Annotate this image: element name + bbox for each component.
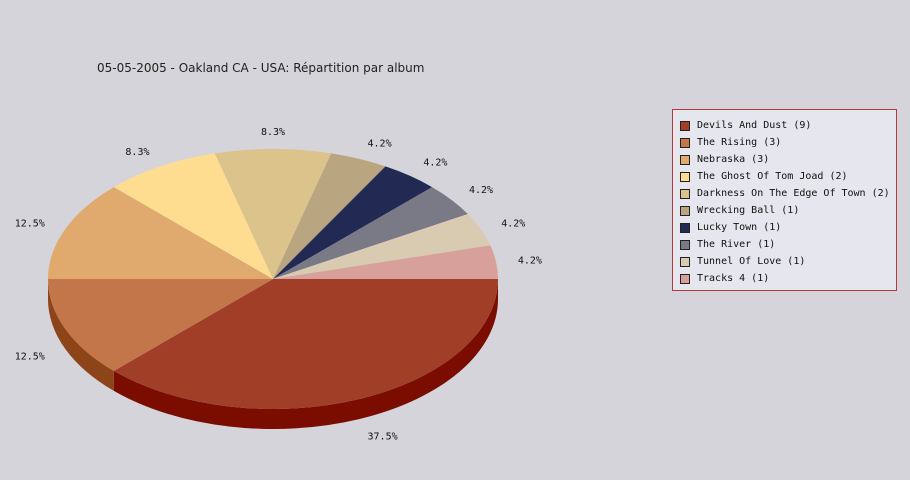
legend: Devils And Dust (9) The Rising (3) Nebrask…	[672, 109, 897, 291]
legend-swatch	[680, 256, 690, 267]
legend-swatch	[680, 222, 690, 233]
pie-label-tracks-4: 4.2%	[518, 256, 542, 267]
pie-slice-lucky-town	[273, 166, 433, 279]
legend-label: The Rising (3)	[697, 137, 782, 148]
legend-swatch	[680, 273, 690, 284]
legend-item-wrecking-ball: Wrecking Ball (1)	[680, 202, 896, 219]
legend-swatch	[680, 120, 690, 131]
legend-label: The River (1)	[697, 239, 776, 250]
pie-side-the-rising	[48, 279, 114, 391]
legend-swatch	[680, 137, 690, 148]
legend-swatch	[680, 188, 690, 199]
legend-label: Devils And Dust (9)	[697, 120, 812, 131]
legend-item-lucky-town: Lucky Town (1)	[680, 219, 896, 236]
pie-side-devils-and-dust	[113, 279, 498, 430]
pie-label-lucky-town: 4.2%	[423, 158, 447, 169]
legend-item-the-rising: The Rising (3)	[680, 134, 896, 151]
legend-swatch	[680, 171, 690, 182]
legend-label: Tracks 4 (1)	[697, 273, 770, 284]
legend-item-tracks-4: Tracks 4 (1)	[680, 270, 896, 287]
pie-labels: 37.5% 12.5% 12.5% 8.3% 8.3% 4.2% 4.2% 4.2% 4.2% 4…	[15, 127, 542, 443]
pie-label-the-ghost-of-tom-joad: 8.3%	[125, 147, 149, 158]
pie-sides	[48, 279, 498, 430]
pie-label-the-river: 4.2%	[469, 185, 493, 196]
legend-item-the-ghost-of-tom-joad: The Ghost Of Tom Joad (2)	[680, 168, 896, 185]
legend-swatch	[680, 239, 690, 250]
legend-item-the-river: The River (1)	[680, 236, 896, 253]
legend-item-tunnel-of-love: Tunnel Of Love (1)	[680, 253, 896, 270]
legend-swatch	[680, 205, 690, 216]
pie-slice-nebraska	[48, 187, 273, 279]
legend-label: Wrecking Ball (1)	[697, 205, 800, 216]
pie-slice-devils-and-dust	[113, 279, 498, 410]
pie-top	[48, 149, 498, 410]
legend-item-devils-and-dust: Devils And Dust (9)	[680, 117, 896, 134]
legend-label: The Ghost Of Tom Joad (2)	[697, 171, 848, 182]
pie-label-the-rising: 12.5%	[15, 352, 45, 363]
pie-slice-the-river	[273, 187, 468, 279]
legend-label: Nebraska (3)	[697, 154, 770, 165]
legend-label: Tunnel Of Love (1)	[697, 256, 806, 267]
legend-item-darkness-on-the-edge-of-town: Darkness On The Edge Of Town (2)	[680, 185, 896, 202]
legend-swatch	[680, 154, 690, 165]
pie-slice-the-rising	[48, 279, 273, 371]
pie-slice-wrecking-ball	[273, 153, 386, 279]
pie-slice-tunnel-of-love	[273, 214, 491, 279]
pie-label-wrecking-ball: 4.2%	[368, 138, 392, 149]
pie-label-darkness-on-the-edge-of-town: 8.3%	[261, 127, 285, 138]
legend-label: Lucky Town (1)	[697, 222, 782, 233]
pie-label-devils-and-dust: 37.5%	[368, 432, 398, 443]
legend-label: Darkness On The Edge Of Town (2)	[697, 188, 890, 199]
pie-slice-darkness-on-the-edge-of-town	[214, 149, 332, 279]
chart-title: 05-05-2005 - Oakland CA - USA: Répartiti…	[97, 61, 425, 75]
legend-item-nebraska: Nebraska (3)	[680, 151, 896, 168]
pie-slice-the-ghost-of-tom-joad	[113, 153, 273, 279]
pie-label-tunnel-of-love: 4.2%	[501, 218, 525, 229]
pie-label-nebraska: 12.5%	[15, 218, 45, 229]
pie-slice-tracks-4	[273, 245, 498, 279]
